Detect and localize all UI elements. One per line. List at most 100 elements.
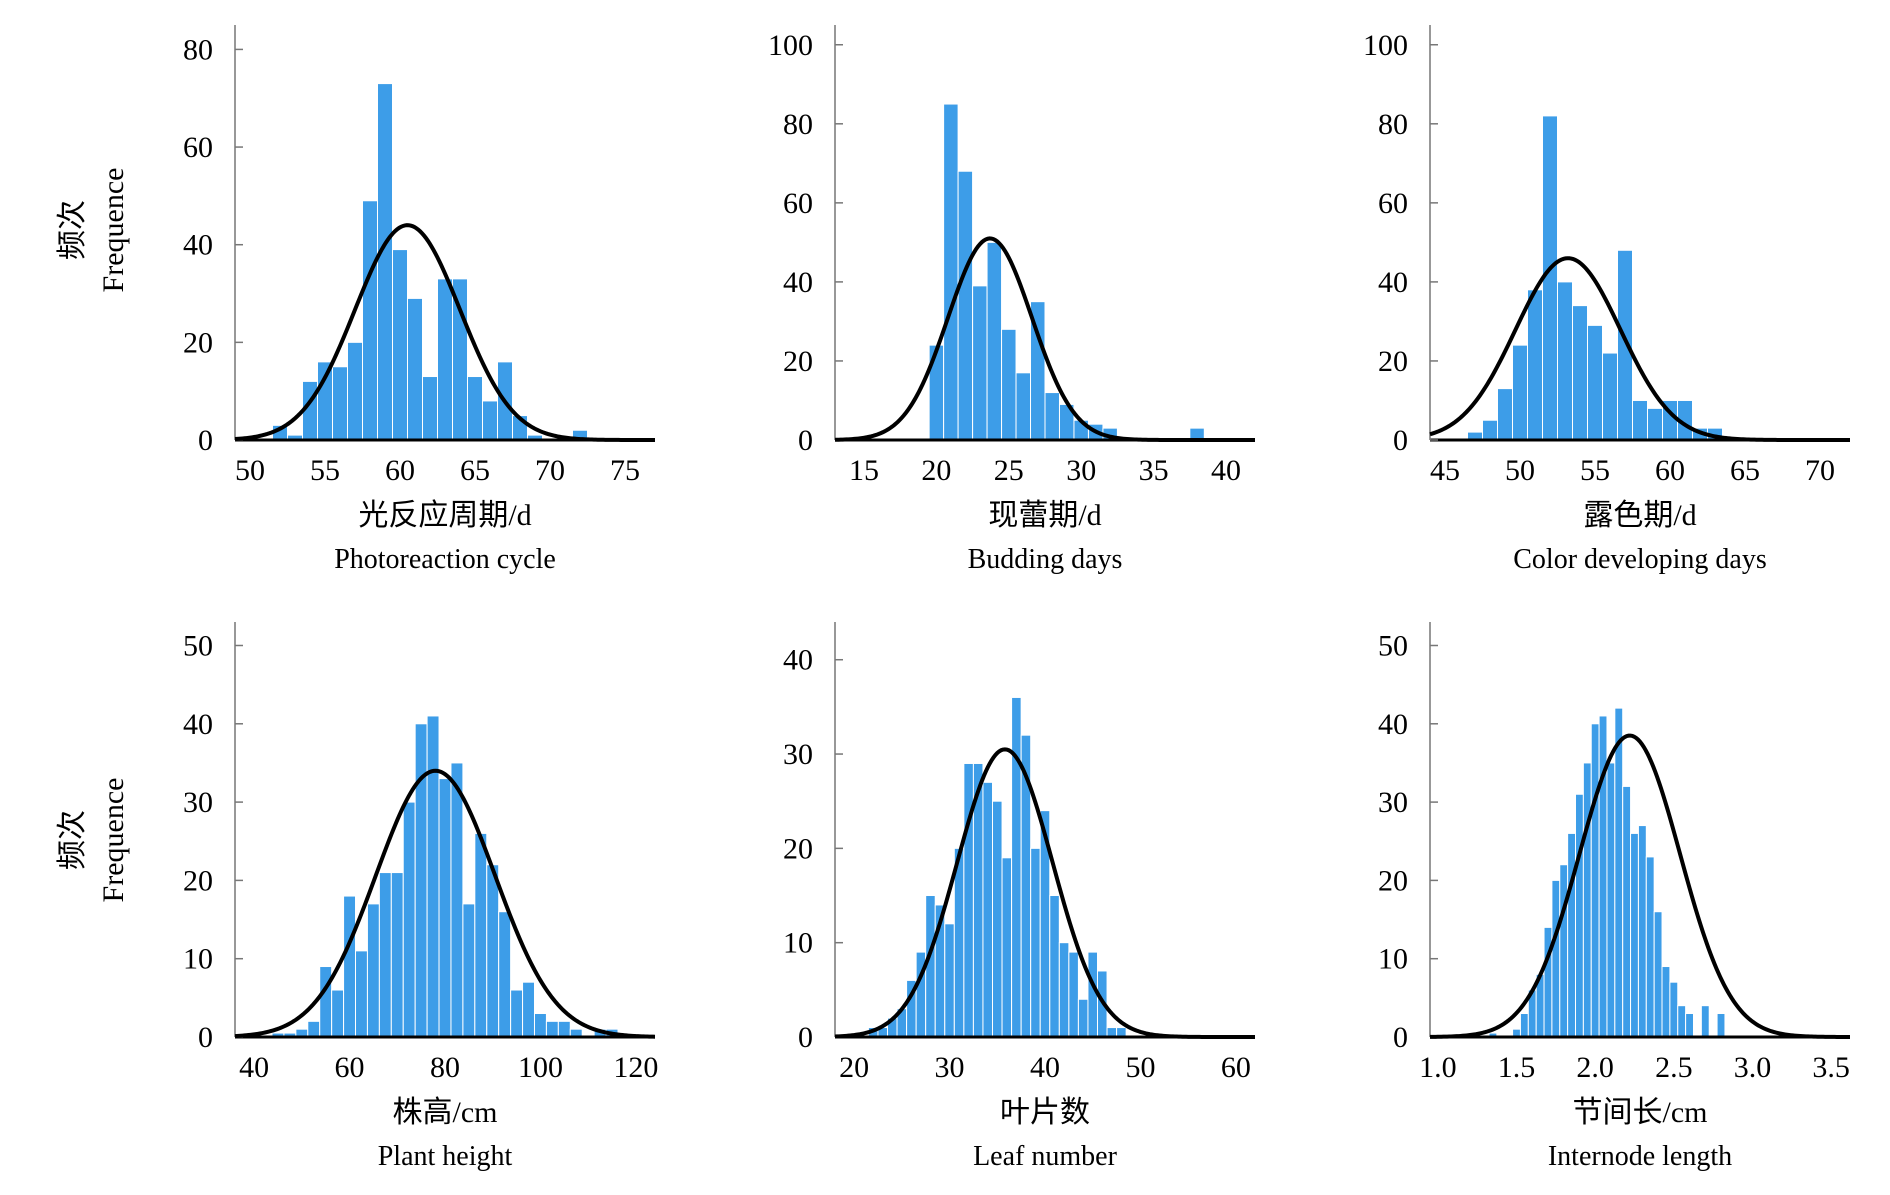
x-tick-label: 20 (921, 454, 951, 487)
histogram-bar (362, 200, 378, 441)
histogram-bar (486, 864, 500, 1038)
y-tick-label: 20 (1378, 864, 1408, 897)
x-tick-label: 15 (849, 454, 879, 487)
histogram-bar (1551, 879, 1561, 1038)
x-tick-label: 55 (1580, 454, 1610, 487)
y-axis-label-top: 频次 Frequence (56, 168, 130, 293)
y-tick-label: 100 (1363, 29, 1408, 62)
x-tick-label: 60 (1221, 1051, 1251, 1084)
y-axis-label-cn: 频次 (56, 810, 89, 870)
normal-fit-curve (1429, 733, 1850, 1039)
histogram-bar (1049, 895, 1060, 1038)
y-tick-label: 0 (198, 1021, 213, 1054)
x-tick-label: 25 (994, 454, 1024, 487)
y-tick-label: 40 (783, 644, 813, 677)
histogram-bar (1011, 696, 1022, 1038)
histogram-bar (331, 989, 345, 1038)
histogram-bar (422, 376, 438, 441)
histogram-bar (1001, 857, 1013, 1038)
x-tick-label: 65 (1730, 454, 1760, 487)
x-axis-label-en: Leaf number (973, 1141, 1117, 1172)
x-tick-label: 50 (1505, 454, 1535, 487)
x-tick-label: 45 (1430, 454, 1460, 487)
x-axis-label-en: Plant height (378, 1141, 513, 1172)
y-tick-label: 100 (768, 29, 813, 62)
histogram-bar (1647, 407, 1663, 441)
y-tick-label: 40 (183, 708, 213, 741)
histogram-bar (1519, 1013, 1529, 1038)
histogram-bar (378, 872, 392, 1038)
histogram-bar (467, 376, 483, 441)
histogram-bar (1557, 281, 1573, 441)
x-axis-label-cn: 光反应周期/d (358, 499, 531, 532)
histogram-bar (1716, 1013, 1726, 1038)
histogram-bar (452, 278, 468, 441)
x-tick-label: 40 (1211, 454, 1241, 487)
histogram-bar (438, 778, 452, 1038)
histogram-bar (545, 1020, 559, 1038)
histogram-bar (1582, 762, 1592, 1038)
y-tick-label: 40 (1378, 708, 1408, 741)
x-tick-label: 80 (430, 1051, 460, 1084)
histogram-bar (1077, 998, 1089, 1038)
histogram-bar (944, 923, 955, 1038)
y-axis-label-en: Frequence (97, 778, 130, 903)
histogram-bar (1606, 762, 1616, 1038)
histogram-bar (1058, 942, 1070, 1038)
histogram-bar (1617, 249, 1633, 441)
normal-fit-curve (234, 768, 656, 1039)
histogram-bar (355, 950, 368, 1038)
histogram-bar (377, 83, 393, 441)
histogram-panel: 0 10 20 30 40 50 1.0 1.5 2.0 2.5 3.0 3.5 节间长/cm Inter… (1378, 622, 1850, 1172)
histogram-bar (943, 103, 959, 441)
histogram-bar (992, 800, 1003, 1038)
x-tick-label: 40 (239, 1051, 269, 1084)
histogram-bar (1632, 399, 1648, 441)
histogram-bar (1587, 324, 1603, 441)
x-axis-label-en: Photoreaction cycle (334, 544, 556, 575)
x-tick-label: 60 (1655, 454, 1685, 487)
histogram-bar (982, 781, 994, 1038)
histogram-bar (557, 1020, 571, 1038)
y-tick-label: 30 (183, 786, 213, 819)
x-axis-label-en: Color developing days (1513, 544, 1767, 575)
y-tick-label: 50 (183, 629, 213, 662)
histogram-bar (957, 170, 974, 441)
y-tick-label: 40 (783, 266, 813, 299)
x-tick-label: 60 (335, 1051, 365, 1084)
histogram-bar (366, 903, 380, 1038)
y-tick-label: 30 (1378, 786, 1408, 819)
histogram-bar (1685, 1013, 1694, 1038)
histogram-bar (347, 341, 363, 441)
chart-panels: 0 20 40 60 80 50 55 60 65 70 75 光反应周期/d Photoreactio… (183, 25, 1850, 1172)
y-tick-label: 0 (198, 424, 213, 457)
x-tick-label: 40 (1030, 1051, 1060, 1084)
x-tick-label: 65 (460, 454, 490, 487)
y-tick-label: 0 (798, 1021, 813, 1054)
x-tick-label: 20 (839, 1051, 869, 1084)
histogram-bar (510, 989, 524, 1038)
histogram-bar (498, 911, 512, 1038)
y-tick-label: 40 (183, 229, 213, 262)
x-tick-label: 3.0 (1734, 1051, 1772, 1084)
histogram-bar (1527, 289, 1543, 441)
histogram-bar (1602, 352, 1618, 441)
y-tick-label: 20 (783, 345, 813, 378)
histogram-bar (437, 278, 453, 441)
histogram-bar (426, 715, 440, 1038)
y-tick-label: 50 (1378, 629, 1408, 662)
histogram-bar (1622, 785, 1632, 1038)
histogram-bar (1630, 832, 1639, 1038)
histogram-bar (1030, 847, 1041, 1038)
histogram-bar (1001, 328, 1017, 441)
histogram-bar (1637, 825, 1647, 1038)
histogram-bar (402, 801, 416, 1038)
histogram-panel: 0 10 20 30 40 20 30 40 50 60 叶片数 Leaf number (783, 622, 1255, 1172)
histogram-bar (1669, 981, 1679, 1038)
histogram-bar (1575, 793, 1584, 1038)
histogram-bar (972, 285, 988, 441)
histogram-bar (307, 1020, 321, 1038)
y-tick-label: 20 (783, 832, 813, 865)
y-tick-label: 20 (183, 326, 213, 359)
